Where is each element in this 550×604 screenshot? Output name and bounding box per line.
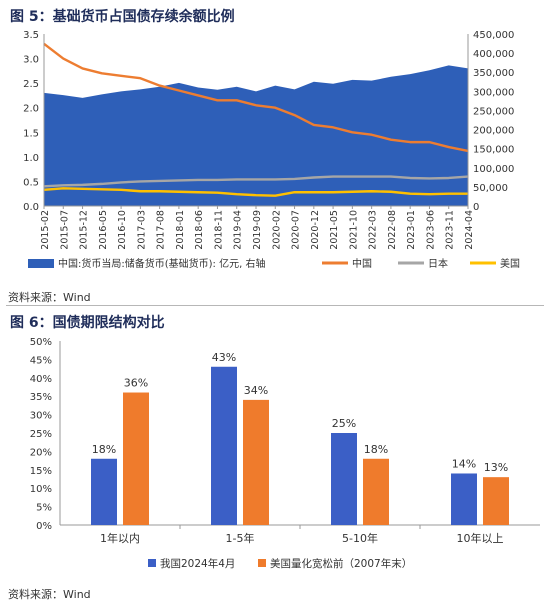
x-tick-label: 2019-04 (233, 210, 244, 250)
area-series-base-money (44, 65, 468, 206)
y-right-tick-label: 350,000 (473, 68, 514, 79)
x-tick-label: 2023-01 (406, 210, 417, 250)
line-series-china (43, 42, 469, 153)
data-label: 14% (452, 457, 476, 470)
y-right-tick-label: 300,000 (473, 87, 514, 98)
x-tick-label: 2018-06 (194, 210, 205, 250)
bar-us-2007 (483, 477, 509, 525)
y-right-tick-label: 100,000 (473, 164, 514, 175)
chart1-svg: 0.0 0.5 1.0 1.5 2.0 2.5 3.0 3.5 0 50,000 100,000 15… (23, 30, 520, 270)
divider (6, 305, 544, 306)
y-tick-label: 50% (30, 337, 52, 348)
x-tick-label: 2021-10 (348, 210, 359, 250)
y-left-tick-label: 0.5 (23, 177, 39, 188)
y-tick-label: 20% (30, 447, 52, 458)
y-tick-label: 0% (36, 521, 52, 532)
y-right-tick-label: 0 (473, 202, 479, 213)
y-tick-label: 15% (30, 466, 52, 477)
x-tick-label: 2017-03 (136, 210, 147, 250)
line-series-us (43, 187, 468, 197)
data-label: 34% (244, 384, 268, 397)
bar-china-2024 (91, 458, 117, 525)
legend-label-us-2007: 美国量化宽松前（2007年末） (270, 557, 412, 570)
legend-swatch-us-2007 (258, 559, 266, 567)
data-label: 13% (484, 461, 508, 474)
x-tick-label: 2021-05 (329, 210, 340, 250)
x-tick-label: 2016-10 (117, 210, 128, 250)
y-tick-label: 5% (36, 503, 52, 514)
data-label: 36% (124, 377, 148, 390)
y-tick-label: 40% (30, 374, 52, 385)
y-left-tick-label: 1.5 (23, 128, 39, 139)
y-tick-label: 35% (30, 392, 52, 403)
y-right-tick-label: 150,000 (473, 145, 514, 156)
y-tick-label: 30% (30, 411, 52, 422)
legend-label-china: 中国 (352, 257, 372, 270)
x-tick-label: 2015-12 (79, 210, 90, 250)
bar-china-2024 (331, 433, 357, 525)
x-tick-label: 2023-06 (425, 210, 436, 250)
figure2-title: 图 6：国债期限结构对比 (10, 315, 165, 331)
y-right-tick-label: 450,000 (473, 30, 514, 41)
x-tick-label: 5-10年 (342, 531, 378, 545)
y-right-tick-label: 50,000 (473, 183, 508, 194)
figure1-title: 图 5：基础货币占国债存续余额比例 (10, 9, 235, 25)
data-label: 43% (212, 351, 236, 364)
legend-swatch-base-money (28, 259, 54, 268)
x-tick-label: 2020-07 (291, 210, 302, 250)
x-tick-label: 2024-04 (464, 210, 475, 250)
y-left-tick-label: 2.5 (23, 79, 39, 90)
data-label: 18% (92, 443, 116, 456)
data-label: 18% (364, 443, 388, 456)
figure1-source: 资料来源：Wind (8, 291, 91, 304)
x-tick-label: 2023-11 (445, 210, 456, 250)
figure2-source: 资料来源：Wind (8, 588, 91, 601)
y-right-tick-label: 200,000 (473, 126, 514, 137)
y-left-tick-label: 3.0 (23, 55, 39, 66)
y-tick-label: 45% (30, 355, 52, 366)
chart2-svg: 0% 5% 10% 15% 20% 25% 30% 35% 40% 45% 50% 1年以内 18% 36… (30, 337, 540, 570)
x-tick-label: 2015-02 (40, 210, 51, 250)
legend-label-china-2024: 我国2024年4月 (160, 557, 235, 570)
legend-swatch-china-2024 (148, 559, 156, 567)
line-series-japan (43, 175, 469, 188)
x-tick-label: 2020-02 (271, 210, 282, 250)
bar-china-2024 (451, 473, 477, 525)
x-tick-label: 1-5年 (226, 531, 255, 545)
y-tick-label: 10% (30, 484, 52, 495)
x-tick-label: 2018-01 (175, 210, 186, 250)
y-left-tick-label: 1.0 (23, 153, 39, 164)
x-tick-label: 2018-11 (213, 210, 224, 250)
bar-china-2024 (211, 366, 237, 525)
y-right-tick-label: 400,000 (473, 49, 514, 60)
x-tick-label: 1年以内 (100, 531, 140, 545)
x-tick-label: 10年以上 (457, 531, 504, 545)
legend-label-us: 美国 (500, 257, 520, 270)
legend-label-japan: 日本 (428, 257, 448, 270)
data-label: 25% (332, 417, 356, 430)
x-tick-label: 2017-08 (156, 210, 167, 250)
x-tick-label: 2019-09 (252, 210, 263, 250)
legend-label-base-money: 中国:货币当局:储备货币(基础货币): 亿元, 右轴 (58, 257, 265, 270)
x-tick-label: 2022-03 (368, 210, 379, 250)
x-tick-label: 2022-08 (387, 210, 398, 250)
x-tick-label: 2020-12 (310, 210, 321, 250)
y-left-tick-label: 3.5 (23, 30, 39, 41)
y-tick-label: 25% (30, 429, 52, 440)
bar-us-2007 (363, 458, 389, 525)
y-left-tick-label: 2.0 (23, 104, 39, 115)
y-right-tick-label: 250,000 (473, 106, 514, 117)
bar-us-2007 (243, 399, 269, 525)
y-left-tick-label: 0.0 (23, 202, 39, 213)
bar-us-2007 (123, 392, 149, 525)
x-tick-label: 2015-07 (59, 210, 70, 250)
x-tick-label: 2016-05 (98, 210, 109, 250)
